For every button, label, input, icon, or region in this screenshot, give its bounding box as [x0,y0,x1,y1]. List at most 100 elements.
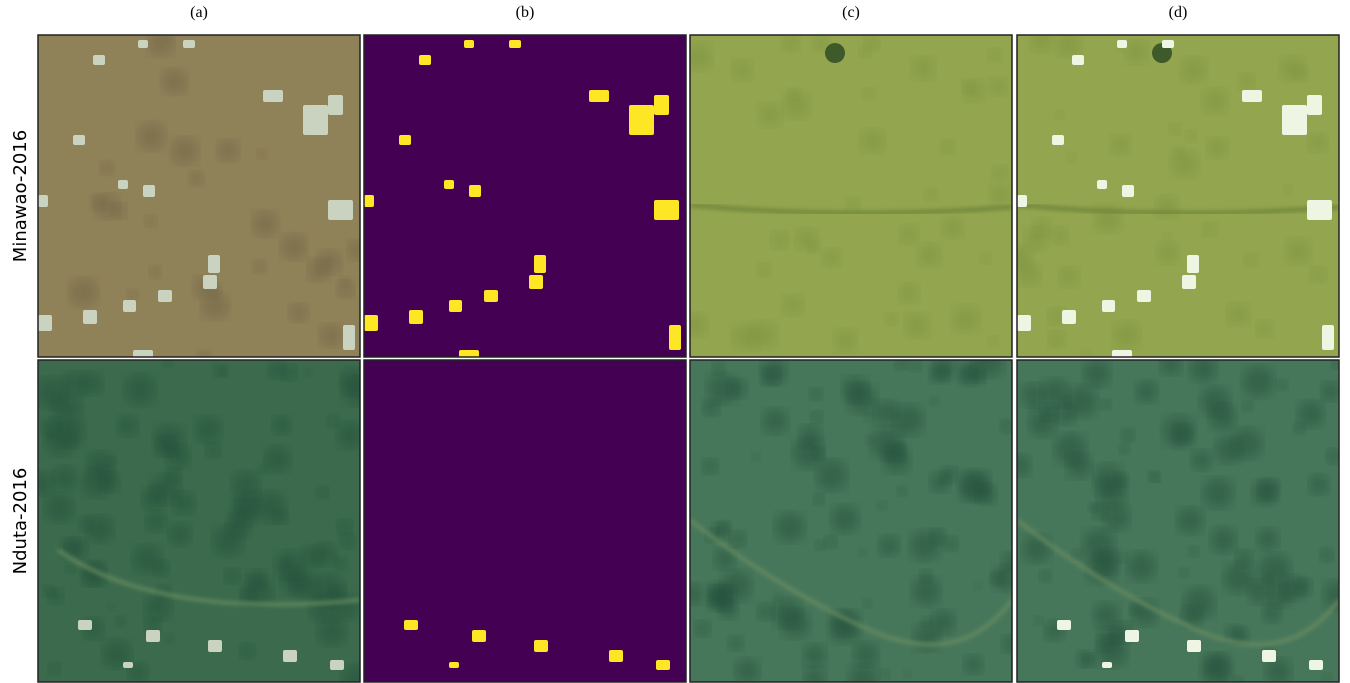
texture [914,624,941,651]
building [654,95,669,115]
building [589,90,609,102]
texture [1280,57,1305,82]
texture [1031,30,1053,52]
texture [1192,450,1212,470]
background [364,35,686,357]
texture [1171,150,1198,177]
texture [990,185,1011,206]
texture [1203,478,1233,508]
texture [834,330,856,352]
texture [963,80,984,101]
building [464,40,474,48]
texture [1039,570,1051,582]
texture [1059,267,1079,287]
building [158,290,172,302]
texture [247,570,266,589]
texture [163,357,173,367]
texture [930,529,945,544]
texture [1049,331,1066,348]
texture [925,188,938,201]
texture [214,364,227,377]
texture [1148,471,1159,482]
texture [289,303,308,322]
texture [153,560,169,576]
building [669,325,681,350]
figure: (a) (b) (c) (d) Minawao-2016 Nduta-2016 [0,0,1350,683]
building [1182,275,1196,289]
building [1122,185,1134,197]
texture [257,149,267,159]
texture [148,30,173,55]
texture [1258,479,1279,500]
texture [195,417,221,443]
building [399,135,411,145]
building [654,200,679,220]
texture [824,536,837,549]
building [143,185,155,197]
texture [1238,73,1254,89]
texture [1203,222,1217,236]
texture [146,511,166,531]
texture [918,243,941,266]
building [328,95,343,115]
texture [1055,110,1064,119]
texture [87,516,113,542]
texture [912,57,935,80]
texture [1127,552,1156,581]
image-content [1007,30,1339,360]
texture [959,470,990,501]
texture [930,396,940,406]
texture [253,211,278,236]
texture [320,324,342,346]
building [484,290,498,302]
building [1242,90,1262,102]
texture [1205,654,1229,678]
texture [930,472,950,492]
building [629,105,654,135]
texture [303,368,312,377]
texture [899,283,919,303]
texture [164,634,174,644]
texture [1056,405,1076,425]
image-panel [30,357,373,683]
building [138,40,148,48]
texture [911,361,922,372]
texture [1227,303,1249,325]
building [1309,660,1323,670]
texture [1243,366,1274,397]
texture [803,644,826,667]
texture [864,413,874,423]
column-label: (b) [516,4,535,21]
texture [1024,228,1047,251]
building [123,662,133,668]
image-content [684,34,1012,357]
texture [145,215,157,227]
building [469,185,481,197]
building [1162,40,1174,48]
texture [775,513,804,542]
building [449,662,459,668]
building [38,195,48,207]
texture [1104,504,1130,530]
texture [1119,444,1130,455]
building [1072,55,1084,65]
texture [964,655,983,674]
texture [169,523,191,545]
texture [774,592,783,601]
texture [341,368,367,394]
texture [273,416,291,434]
texture [1179,568,1189,578]
texture [897,486,907,496]
texture [118,416,138,436]
image-panel [38,30,367,363]
texture [759,103,782,126]
texture [1277,379,1288,390]
building [404,620,418,630]
building [534,255,546,273]
texture [728,636,743,651]
texture [1242,401,1253,412]
texture [846,197,860,211]
texture [1067,152,1077,162]
image-content [683,345,1021,683]
texture [308,259,330,281]
